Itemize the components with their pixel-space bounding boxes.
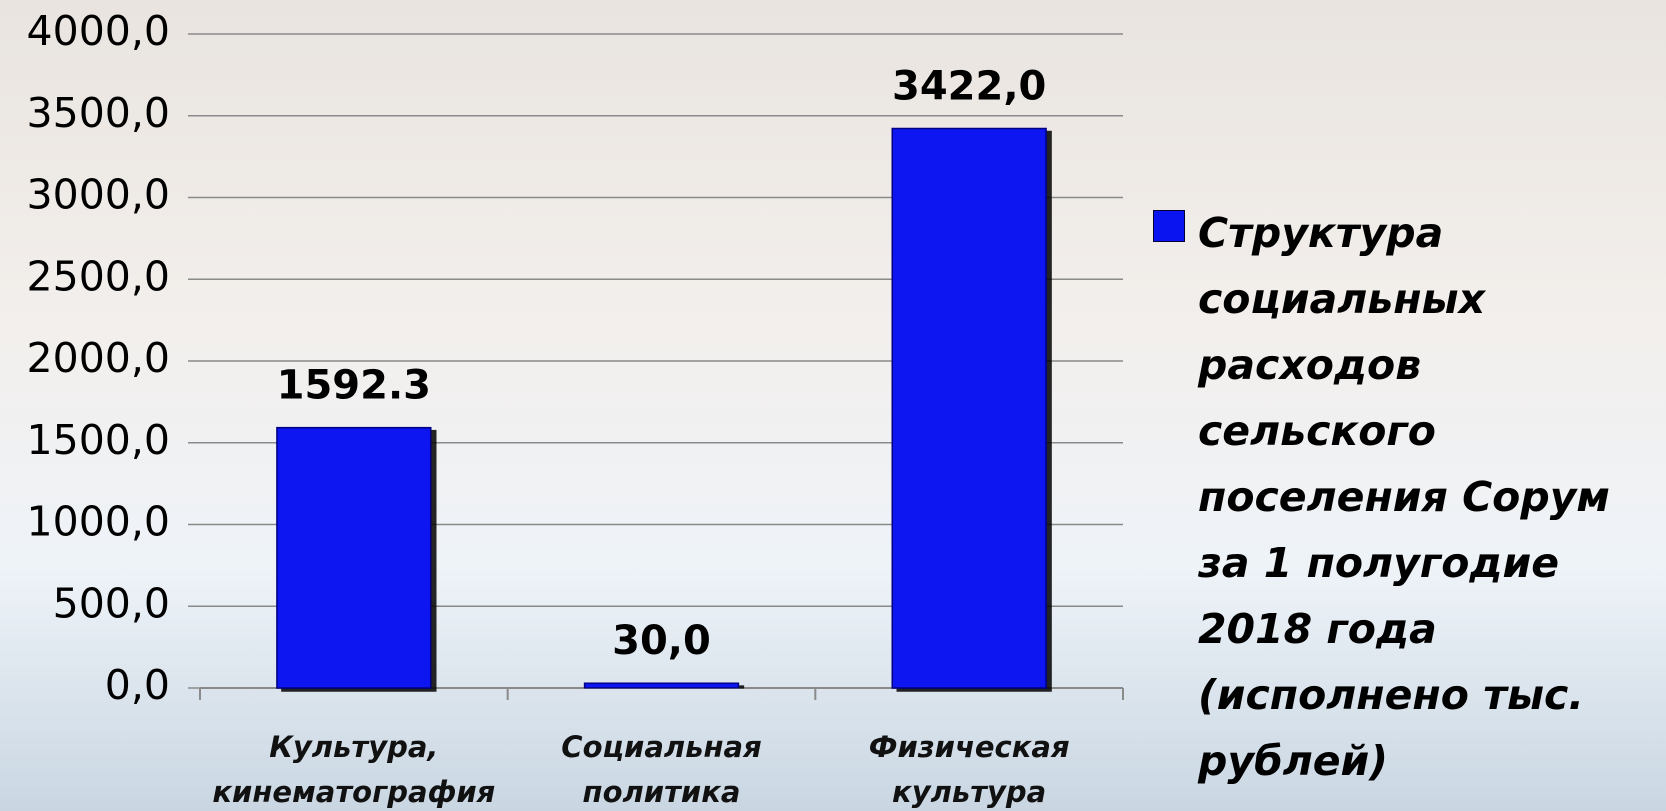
y-tick-label: 500,0: [53, 579, 170, 627]
x-tick-label: Культура, кинематография: [212, 730, 496, 809]
y-tick-label: 1000,0: [27, 498, 170, 546]
value-label: 30,0: [612, 618, 711, 664]
y-tick-label: 4000,0: [27, 7, 170, 55]
bar: [276, 426, 432, 689]
value-label: 1592.3: [277, 363, 431, 409]
y-tick-label: 3000,0: [27, 171, 170, 219]
y-tick-label: 1500,0: [27, 416, 170, 464]
legend: Структура социальных расходов сельского …: [1153, 200, 1663, 794]
y-tick-label: 0,0: [105, 661, 170, 709]
y-tick-label: 3500,0: [27, 89, 170, 137]
x-tick-label: Физическая культура: [868, 730, 1070, 809]
y-tick-label: 2500,0: [27, 252, 170, 300]
legend-swatch: [1153, 210, 1185, 242]
value-label: 3422,0: [892, 64, 1046, 110]
legend-label: Структура социальных расходов сельского …: [1198, 209, 1610, 785]
bar: [891, 127, 1047, 689]
y-tick-label: 2000,0: [27, 334, 170, 382]
bar: [583, 682, 740, 689]
x-tick-label: Социальная политика: [561, 730, 762, 809]
